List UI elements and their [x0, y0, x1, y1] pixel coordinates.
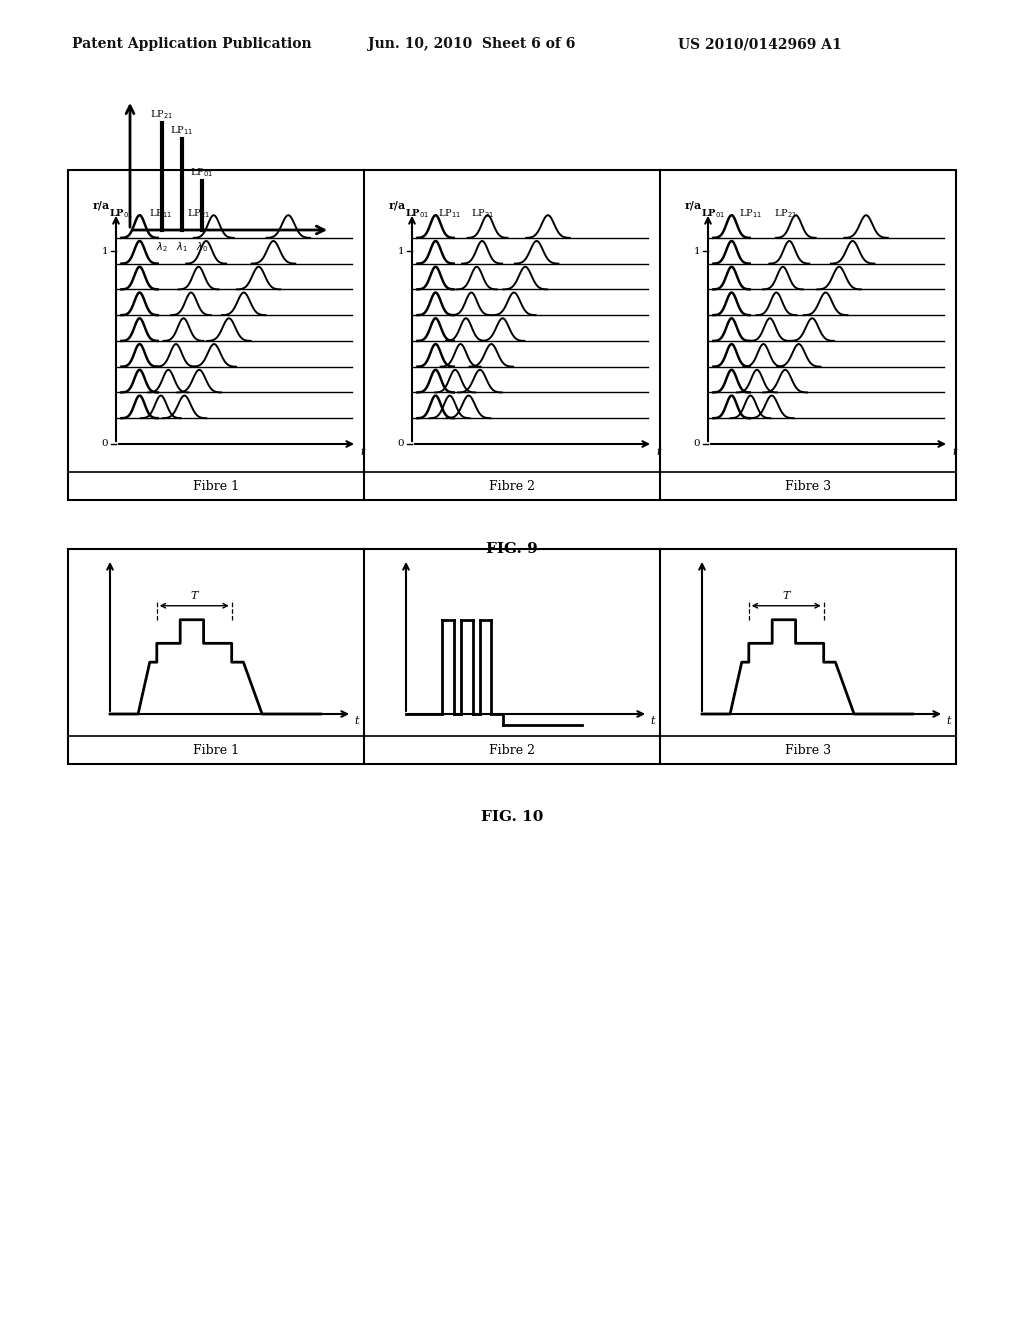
Text: LP$_{11}$: LP$_{11}$: [170, 124, 194, 137]
Text: T: T: [782, 591, 790, 601]
Bar: [68, 170, 956, 500]
Text: LP$_{21}$: LP$_{21}$: [187, 207, 210, 220]
Text: US 2010/0142969 A1: US 2010/0142969 A1: [678, 37, 842, 51]
Text: LP$_{21}$: LP$_{21}$: [151, 108, 173, 121]
Text: T: T: [190, 591, 198, 601]
Text: t: t: [360, 447, 365, 457]
Text: 1: 1: [397, 247, 404, 256]
Text: t: t: [656, 447, 660, 457]
Text: LP$_{01}$: LP$_{01}$: [701, 207, 726, 220]
Text: Fibre 1: Fibre 1: [193, 743, 239, 756]
Text: r/a: r/a: [685, 201, 702, 211]
Text: FIG. 9: FIG. 9: [486, 543, 538, 556]
Text: Fibre 2: Fibre 2: [489, 479, 535, 492]
Text: Fibre 2: Fibre 2: [489, 743, 535, 756]
Text: LP$_{01}$: LP$_{01}$: [190, 166, 214, 178]
Text: Fibre 3: Fibre 3: [785, 743, 831, 756]
Text: t: t: [650, 715, 654, 726]
Text: t: t: [354, 715, 358, 726]
Bar: [68, 549, 956, 764]
Text: Fibre 3: Fibre 3: [785, 479, 831, 492]
Text: t: t: [952, 447, 956, 457]
Text: 0: 0: [397, 440, 404, 449]
Text: r/a: r/a: [93, 201, 110, 211]
Text: 1: 1: [693, 247, 700, 256]
Text: LP$_{01}$: LP$_{01}$: [110, 207, 134, 220]
Text: 1: 1: [101, 247, 108, 256]
Text: $\lambda_0$: $\lambda_0$: [196, 240, 208, 253]
Text: LP$_{11}$: LP$_{11}$: [150, 207, 172, 220]
Text: LP$_{21}$: LP$_{21}$: [774, 207, 798, 220]
Text: 0: 0: [101, 440, 108, 449]
Text: Fibre 1: Fibre 1: [193, 479, 239, 492]
Text: Jun. 10, 2010  Sheet 6 of 6: Jun. 10, 2010 Sheet 6 of 6: [368, 37, 575, 51]
Text: 0: 0: [693, 440, 700, 449]
Text: LP$_{21}$: LP$_{21}$: [471, 207, 495, 220]
Text: Patent Application Publication: Patent Application Publication: [72, 37, 311, 51]
Text: $\lambda_1$: $\lambda_1$: [176, 240, 187, 253]
Text: LP$_{11}$: LP$_{11}$: [739, 207, 762, 220]
Text: t: t: [946, 715, 950, 726]
Text: LP$_{01}$: LP$_{01}$: [406, 207, 430, 220]
Text: LP$_{11}$: LP$_{11}$: [438, 207, 461, 220]
Text: r/a: r/a: [389, 201, 406, 211]
Text: $\lambda_2$: $\lambda_2$: [156, 240, 168, 253]
Text: FIG. 10: FIG. 10: [481, 810, 543, 824]
